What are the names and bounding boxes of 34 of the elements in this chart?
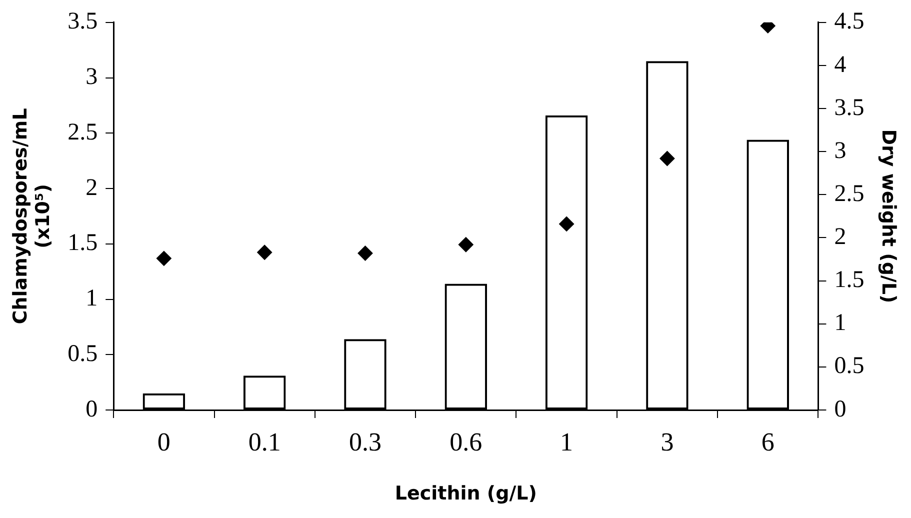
y2-tick-label: 0 — [834, 396, 846, 422]
y2-tick-label: 1 — [834, 310, 846, 336]
y2-tick-label: 3 — [834, 138, 846, 164]
point — [559, 216, 574, 232]
point — [358, 246, 373, 261]
y2-tick-label: 2 — [834, 224, 846, 250]
y2-tick-label: 3.5 — [834, 94, 864, 121]
y-tick-label: 3.5 — [68, 8, 98, 35]
y-tick-label: 1.5 — [68, 230, 98, 256]
y-tick-label: 1 — [86, 286, 98, 312]
x-tick-label: 0.3 — [348, 427, 382, 456]
y-axis-title: Chlamydospores/mL (x10⁵) — [9, 108, 54, 324]
y-tick-label: 0.5 — [68, 340, 98, 367]
x-tick-label: 0.6 — [450, 427, 482, 456]
x-tick-label: 0 — [157, 427, 170, 456]
point — [458, 237, 474, 252]
point — [257, 244, 272, 260]
x-tick-label: 6 — [761, 427, 774, 456]
y2-tick-label: 1.5 — [834, 267, 864, 294]
point — [660, 150, 675, 166]
x-tick-label: 0.1 — [248, 427, 281, 456]
y2-tick-label: 0.5 — [834, 353, 864, 380]
y2-tick-label: 4 — [834, 52, 846, 78]
y-tick-label: 3 — [86, 64, 98, 90]
x-tick-label: 3 — [660, 427, 674, 456]
y2-tick-label: 4.5 — [834, 8, 864, 35]
y-tick-label: 0 — [86, 396, 98, 422]
point — [156, 250, 172, 266]
y-tick-label: 2.5 — [68, 119, 98, 146]
x-axis-title: Lecithin (g/L) — [394, 482, 537, 505]
y-tick-label: 2 — [86, 174, 98, 201]
y2-axis-title: Dry weight (g/L) — [878, 129, 900, 304]
x-tick-label: 1 — [560, 427, 574, 456]
y2-tick-label: 2.5 — [834, 180, 864, 207]
